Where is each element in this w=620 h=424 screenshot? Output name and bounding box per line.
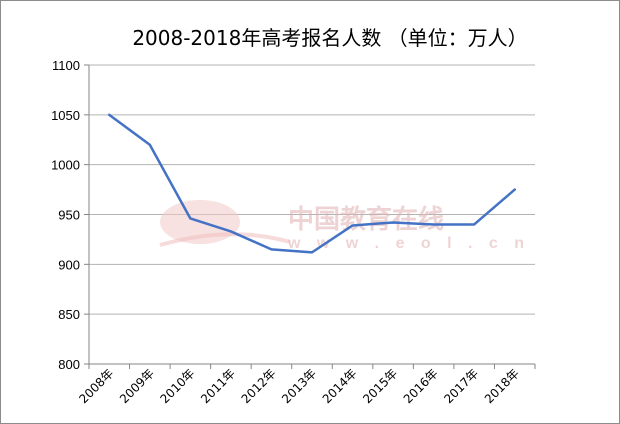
y-tick-labels: 800 850 900 950 1000 1050 1100 [51, 58, 80, 372]
x-tick-label: 2016年 [401, 366, 441, 406]
data-point [189, 217, 191, 219]
x-tick-label: 2018年 [482, 366, 522, 406]
series [108, 113, 516, 254]
chart-title: 2008-2018年高考报名人数 （单位：万人） [132, 26, 528, 50]
x-tick-label: 2008年 [76, 366, 116, 406]
y-tick-label: 1050 [51, 108, 80, 123]
data-point [473, 223, 475, 225]
y-tick-label: 950 [58, 208, 80, 223]
watermark: 中国教育在线 w w w . e o l . c n [159, 200, 530, 252]
gridlines [89, 64, 535, 365]
data-point [433, 223, 435, 225]
axes [84, 64, 536, 369]
data-point [149, 144, 151, 146]
data-point [311, 251, 313, 253]
data-point [108, 114, 110, 116]
watermark-text: 中国教育在线 [288, 204, 444, 235]
y-tick-label: 900 [58, 257, 80, 272]
y-tick-label: 1100 [52, 58, 80, 73]
x-tick-labels: 2008年 2009年 2010年 2011年 2012年 2013年 2014年 2015年… [76, 366, 521, 406]
data-point [270, 248, 272, 250]
data-point [352, 224, 354, 226]
x-tick-label: 2009年 [117, 366, 157, 406]
watermark-url: w w w . e o l . c n [287, 235, 530, 252]
watermark-swoosh [159, 232, 291, 247]
data-point [392, 221, 394, 223]
x-tick-label: 2017年 [441, 366, 481, 406]
x-tick-label: 2014年 [320, 366, 360, 406]
x-tick-label: 2010年 [158, 366, 198, 406]
y-tick-label: 800 [58, 357, 80, 372]
data-point [230, 230, 232, 232]
y-tick-label: 850 [58, 307, 80, 322]
x-tick-label: 2011年 [198, 366, 238, 406]
data-point [514, 189, 516, 191]
x-tick-label: 2015年 [360, 366, 400, 406]
x-tick-label: 2013年 [279, 366, 319, 406]
y-tick-label: 1000 [51, 158, 80, 173]
x-tick-label: 2012年 [239, 366, 279, 406]
